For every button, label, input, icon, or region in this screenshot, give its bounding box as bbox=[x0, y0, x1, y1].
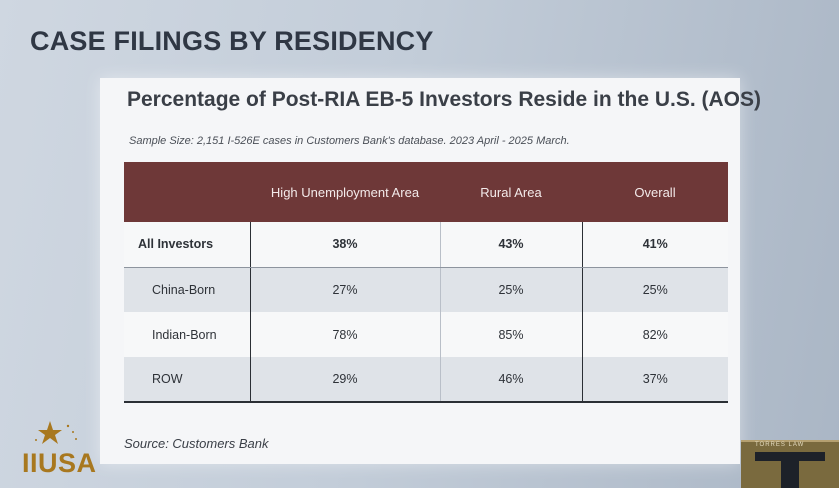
row-label: China-Born bbox=[124, 267, 251, 312]
cell-rural: 85% bbox=[440, 312, 583, 357]
cell-rural: 46% bbox=[440, 357, 583, 403]
residency-table: High Unemployment Area Rural Area Overal… bbox=[124, 162, 728, 403]
row-label: All Investors bbox=[124, 222, 251, 268]
cell-overall: 37% bbox=[582, 357, 728, 403]
header-rural-area: Rural Area bbox=[440, 162, 582, 222]
table-title: Percentage of Post-RIA EB-5 Investors Re… bbox=[127, 88, 762, 111]
cell-high-unemployment: 27% bbox=[250, 267, 441, 312]
table-row-china-born: China-Born 27% 25% 25% bbox=[124, 267, 728, 312]
cell-overall: 41% bbox=[582, 222, 728, 268]
cell-high-unemployment: 78% bbox=[250, 312, 441, 357]
iiusa-logo-text: IIUSA bbox=[22, 448, 97, 478]
header-overall: Overall bbox=[582, 162, 728, 222]
cell-high-unemployment: 29% bbox=[250, 357, 441, 403]
cell-overall: 25% bbox=[582, 267, 728, 312]
star-icon bbox=[35, 421, 77, 444]
header-blank bbox=[124, 162, 250, 222]
cell-overall: 82% bbox=[582, 312, 728, 357]
iiusa-logo: IIUSA bbox=[22, 418, 112, 488]
cell-high-unemployment: 38% bbox=[250, 222, 441, 268]
sample-size-note: Sample Size: 2,151 I-526E cases in Custo… bbox=[129, 135, 570, 147]
table-row-all-investors: All Investors 38% 43% 41% bbox=[124, 222, 728, 268]
cell-rural: 25% bbox=[440, 267, 583, 312]
t-letter-stem bbox=[781, 452, 799, 488]
row-label: ROW bbox=[124, 357, 251, 403]
table-header-row: High Unemployment Area Rural Area Overal… bbox=[124, 162, 728, 222]
torres-law-logo: TORRES LAW bbox=[741, 440, 839, 488]
table-row-row: ROW 29% 46% 37% bbox=[124, 357, 728, 403]
torres-law-logo-text: TORRES LAW bbox=[755, 442, 805, 448]
header-high-unemployment-area: High Unemployment Area bbox=[250, 162, 440, 222]
row-label: Indian-Born bbox=[124, 312, 251, 357]
cell-rural: 43% bbox=[440, 222, 583, 268]
source-note: Source: Customers Bank bbox=[124, 436, 269, 451]
table-row-indian-born: Indian-Born 78% 85% 82% bbox=[124, 312, 728, 357]
slide-heading: CASE FILINGS BY RESIDENCY bbox=[30, 26, 434, 56]
logo-edge bbox=[741, 440, 839, 442]
